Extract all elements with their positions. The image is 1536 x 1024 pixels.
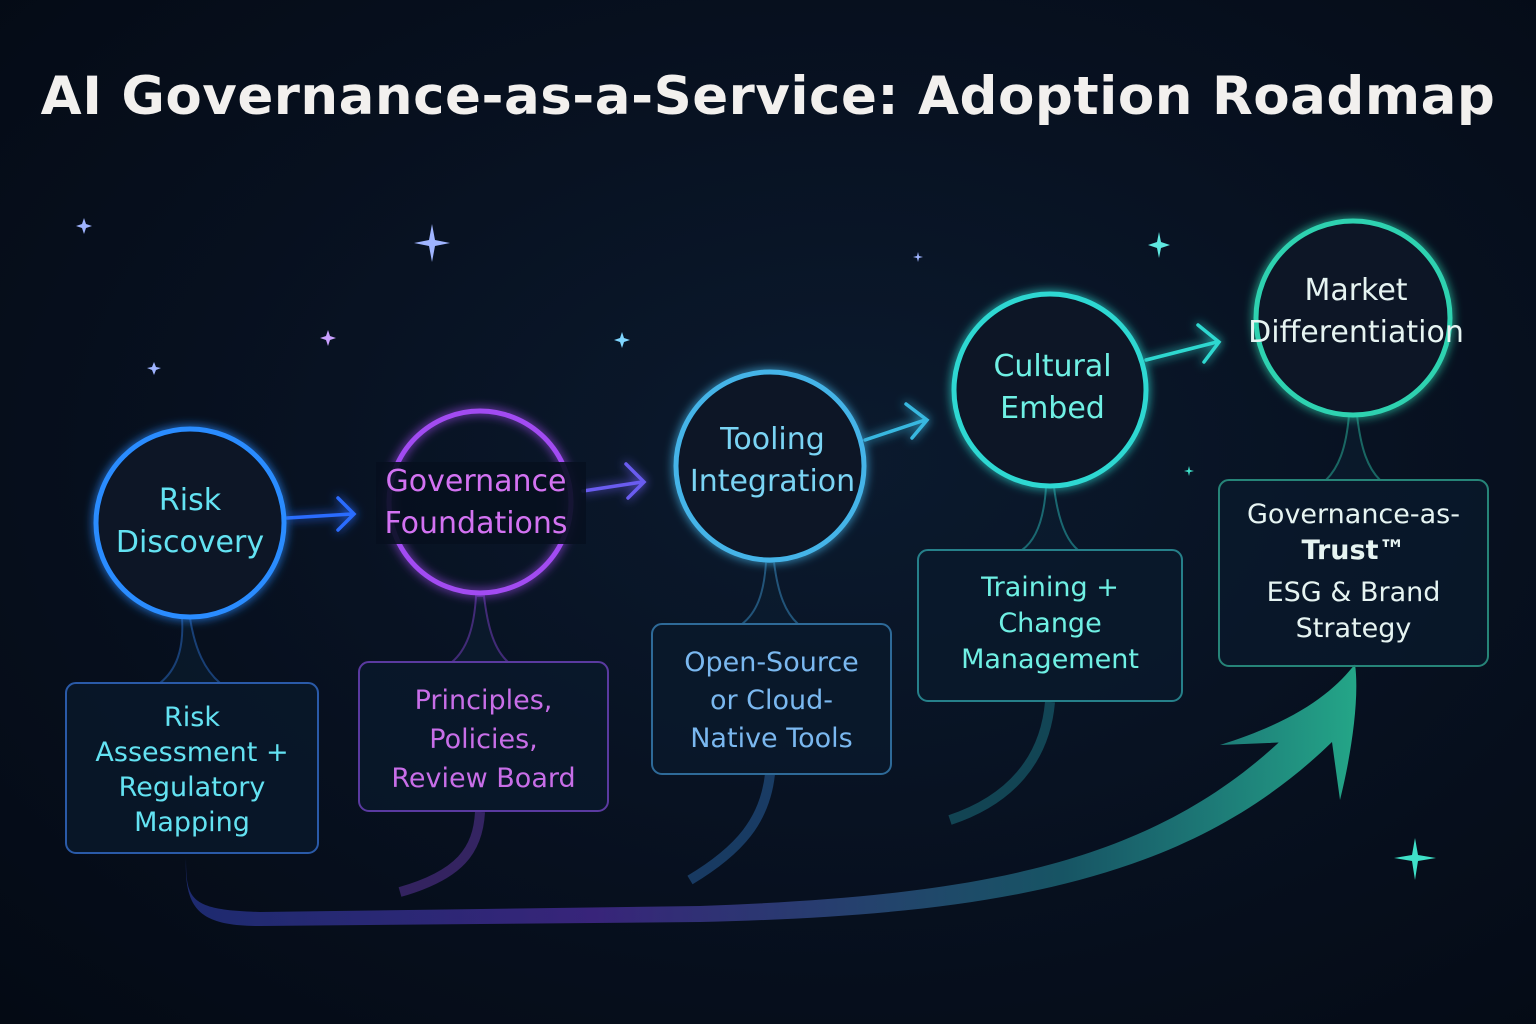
page-title: AI Governance-as-a-Service: Adoption Roa… <box>40 66 1496 127</box>
star-icon <box>913 252 923 262</box>
star-icon <box>320 330 336 346</box>
stage-detail-5: Governance-as- Trust™ ESG & Brand Strategy <box>1247 499 1460 644</box>
star-icon <box>147 362 161 375</box>
stage-detail-2: Principles, Policies, Review Board <box>391 685 576 794</box>
stage-label-5: Market Differentiation <box>1248 273 1464 350</box>
stage-label-4: Cultural Embed <box>993 349 1112 426</box>
star-icon <box>1184 466 1194 476</box>
detail-box-1 <box>65 682 319 854</box>
arrow-3-4 <box>863 402 930 442</box>
stage-label-2: Governance Foundations <box>384 464 568 541</box>
stage-circle-1 <box>93 426 287 620</box>
star-icon <box>1148 232 1170 258</box>
stage-label-1: Risk Discovery <box>115 483 265 560</box>
stage-detail-1: Risk Assessment + Regulatory Mapping <box>95 702 289 838</box>
star-icon <box>414 224 450 262</box>
detail-box-3 <box>651 623 892 775</box>
stage-circle-5 <box>1253 218 1453 418</box>
stage-label-3: Tooling Integration <box>689 422 856 499</box>
star-icon <box>614 332 630 348</box>
arrow-2-3 <box>581 462 647 500</box>
arrow-1-2 <box>285 496 357 532</box>
arrow-4-5 <box>1144 323 1222 364</box>
detail-box-2 <box>358 661 609 812</box>
stage-circle-3 <box>673 369 867 563</box>
detail-box-4 <box>917 549 1183 702</box>
star-icons <box>76 218 1436 880</box>
star-icon <box>76 218 92 234</box>
detail-box-5 <box>1218 479 1489 667</box>
star-icon <box>1394 838 1436 880</box>
stage-detail-3: Open-Source or Cloud- Native Tools <box>684 647 859 754</box>
stage-detail-4: Training + Change Management <box>961 572 1139 675</box>
stage-circle-4 <box>951 291 1149 489</box>
